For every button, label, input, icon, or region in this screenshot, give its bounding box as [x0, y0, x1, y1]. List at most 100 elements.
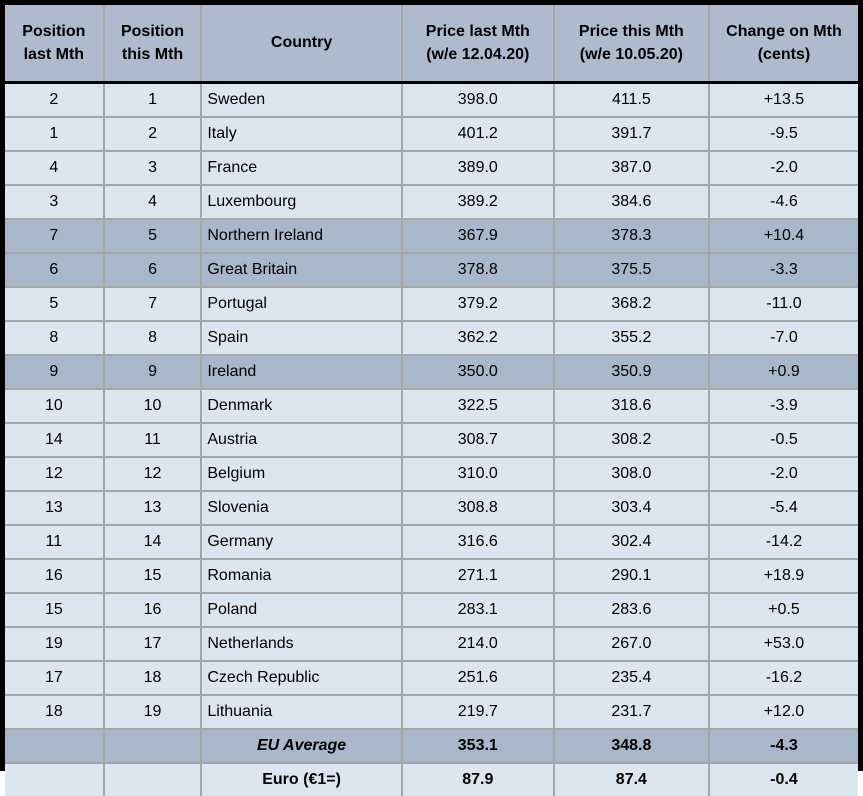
- price-league-table: Position last Mth Position this Mth Coun…: [5, 5, 858, 796]
- price-this-cell: 302.4: [554, 525, 709, 559]
- change-cell: +18.9: [709, 559, 858, 593]
- position-this-cell: 4: [104, 185, 202, 219]
- price-this-cell: 235.4: [554, 661, 709, 695]
- price-last-cell: 322.5: [402, 389, 554, 423]
- change-cell: -4.3: [709, 729, 858, 763]
- position-last-cell: 18: [5, 695, 104, 729]
- position-this-cell: 10: [104, 389, 202, 423]
- position-last-cell: 16: [5, 559, 104, 593]
- price-this-cell: 384.6: [554, 185, 709, 219]
- position-this-cell: 15: [104, 559, 202, 593]
- position-last-cell: 17: [5, 661, 104, 695]
- price-this-cell: 87.4: [554, 763, 709, 796]
- position-this-cell: 1: [104, 83, 202, 118]
- change-cell: -11.0: [709, 287, 858, 321]
- country-cell: Czech Republic: [201, 661, 401, 695]
- position-last-cell: 2: [5, 83, 104, 118]
- country-cell: Sweden: [201, 83, 401, 118]
- change-cell: -4.6: [709, 185, 858, 219]
- price-last-cell: 308.7: [402, 423, 554, 457]
- league-table-frame: Position last Mth Position this Mth Coun…: [0, 0, 863, 771]
- price-this-cell: 231.7: [554, 695, 709, 729]
- position-last-cell: 1: [5, 117, 104, 151]
- change-cell: +0.5: [709, 593, 858, 627]
- header-country: Country: [201, 5, 401, 83]
- header-price-last-mth: Price last Mth (w/e 12.04.20): [402, 5, 554, 83]
- position-this-cell: 12: [104, 457, 202, 491]
- position-this-cell: 17: [104, 627, 202, 661]
- position-last-cell: 11: [5, 525, 104, 559]
- position-last-cell: 10: [5, 389, 104, 423]
- change-cell: -16.2: [709, 661, 858, 695]
- price-last-cell: 353.1: [402, 729, 554, 763]
- header-change-on-mth: Change on Mth (cents): [709, 5, 858, 83]
- summary-label-cell: Euro (€1=): [201, 763, 401, 796]
- position-this-cell: 2: [104, 117, 202, 151]
- position-this-cell: [104, 729, 202, 763]
- position-this-cell: 14: [104, 525, 202, 559]
- price-this-cell: 283.6: [554, 593, 709, 627]
- change-cell: -0.4: [709, 763, 858, 796]
- position-last-cell: 7: [5, 219, 104, 253]
- change-cell: -3.9: [709, 389, 858, 423]
- position-this-cell: 19: [104, 695, 202, 729]
- change-cell: +53.0: [709, 627, 858, 661]
- table-header: Position last Mth Position this Mth Coun…: [5, 5, 858, 83]
- price-last-cell: 378.8: [402, 253, 554, 287]
- price-last-cell: 350.0: [402, 355, 554, 389]
- position-last-cell: 9: [5, 355, 104, 389]
- summary-label-cell: EU Average: [201, 729, 401, 763]
- price-this-cell: 368.2: [554, 287, 709, 321]
- price-this-cell: 318.6: [554, 389, 709, 423]
- country-cell: Spain: [201, 321, 401, 355]
- price-last-cell: 308.8: [402, 491, 554, 525]
- price-last-cell: 219.7: [402, 695, 554, 729]
- change-cell: +10.4: [709, 219, 858, 253]
- position-this-cell: 13: [104, 491, 202, 525]
- change-cell: -7.0: [709, 321, 858, 355]
- country-cell: Netherlands: [201, 627, 401, 661]
- header-price-this-mth: Price this Mth (w/e 10.05.20): [554, 5, 709, 83]
- change-cell: +13.5: [709, 83, 858, 118]
- country-cell: Denmark: [201, 389, 401, 423]
- price-this-cell: 378.3: [554, 219, 709, 253]
- position-this-cell: 11: [104, 423, 202, 457]
- position-this-cell: 9: [104, 355, 202, 389]
- header-row: Position last Mth Position this Mth Coun…: [5, 5, 858, 83]
- price-this-cell: 387.0: [554, 151, 709, 185]
- position-this-cell: 16: [104, 593, 202, 627]
- price-this-cell: 355.2: [554, 321, 709, 355]
- price-last-cell: 271.1: [402, 559, 554, 593]
- change-cell: -14.2: [709, 525, 858, 559]
- price-last-cell: 251.6: [402, 661, 554, 695]
- country-cell: Great Britain: [201, 253, 401, 287]
- position-this-cell: 6: [104, 253, 202, 287]
- country-cell: Romania: [201, 559, 401, 593]
- country-cell: Italy: [201, 117, 401, 151]
- header-position-last-mth: Position last Mth: [5, 5, 104, 83]
- country-cell: Ireland: [201, 355, 401, 389]
- price-this-cell: 391.7: [554, 117, 709, 151]
- price-last-cell: 379.2: [402, 287, 554, 321]
- change-cell: -0.5: [709, 423, 858, 457]
- position-this-cell: [104, 763, 202, 796]
- price-this-cell: 350.9: [554, 355, 709, 389]
- position-last-cell: 3: [5, 185, 104, 219]
- country-cell: Austria: [201, 423, 401, 457]
- position-this-cell: 8: [104, 321, 202, 355]
